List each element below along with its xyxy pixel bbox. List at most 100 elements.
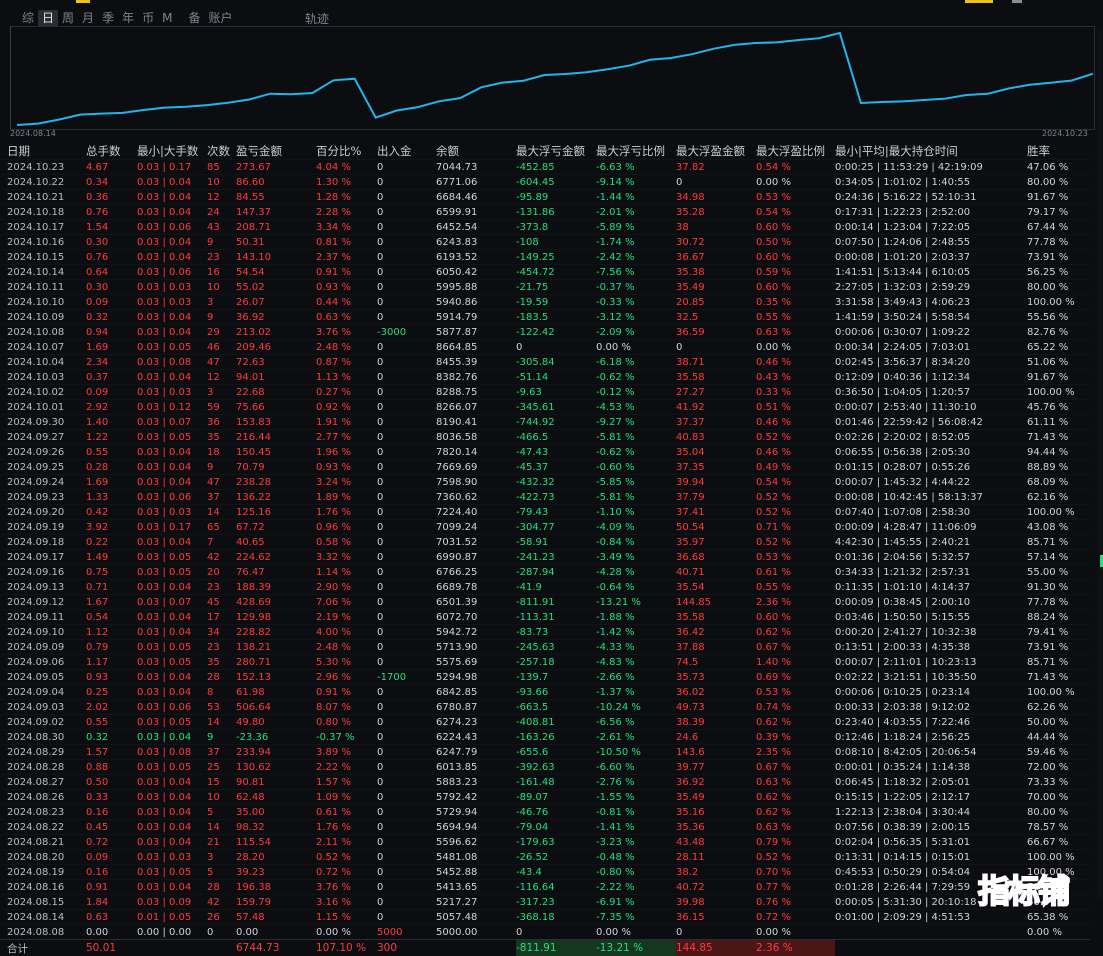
col-header-8[interactable]: 最大浮亏金额 — [516, 143, 596, 160]
cell-col-5: 2.48 % — [316, 340, 377, 355]
tab-8[interactable]: 备 — [184, 10, 204, 26]
tab-3[interactable]: 月 — [78, 10, 98, 26]
cell-col-11: 0.62 % — [756, 805, 835, 820]
cell-col-5: 0.93 % — [316, 280, 377, 295]
tab-track[interactable]: 轨迹 — [305, 10, 329, 27]
tab-1[interactable]: 日 — [38, 10, 58, 26]
col-header-5[interactable]: 百分比% — [316, 143, 377, 160]
col-header-0[interactable]: 日期 — [0, 143, 86, 160]
cell-col-12: 0:36:50 | 1:04:05 | 1:20:57 — [835, 385, 1027, 400]
tab-9[interactable]: 账户 — [204, 10, 236, 26]
cell-col-13: 47.06 % — [1027, 160, 1090, 175]
col-header-1[interactable]: 总手数 — [86, 143, 137, 160]
cell-col-1: 1.17 — [86, 655, 137, 670]
cell-col-7: 7224.40 — [436, 505, 516, 520]
col-header-4[interactable]: 盈亏金额 — [236, 143, 316, 160]
cell-col-13: 43.08 % — [1027, 520, 1090, 535]
col-header-11[interactable]: 最大浮盈比例 — [756, 143, 835, 160]
cell-col-10: 28.11 — [676, 850, 756, 865]
cell-col-7: 6452.54 — [436, 220, 516, 235]
col-header-12[interactable]: 最小|平均|最大持仓时间 — [835, 143, 1027, 160]
cell-col-11: 0.46 % — [756, 355, 835, 370]
cell-col-9: -0.12 % — [596, 385, 676, 400]
col-header-13[interactable]: 胜率 — [1027, 143, 1090, 160]
tab-6[interactable]: 币 — [138, 10, 158, 26]
col-header-2[interactable]: 最小|大手数 — [137, 143, 207, 160]
col-header-6[interactable]: 出入金 — [377, 143, 436, 160]
tab-5[interactable]: 年 — [118, 10, 138, 26]
cell-col-10: 74.5 — [676, 655, 756, 670]
scrollbar[interactable] — [1097, 30, 1103, 900]
col-header-3[interactable]: 次数 — [207, 143, 236, 160]
cell-col-11: 0.63 % — [756, 775, 835, 790]
cell-col-3: 20 — [207, 565, 236, 580]
col-header-7[interactable]: 余额 — [436, 143, 516, 160]
cell-col-5: 0.96 % — [316, 520, 377, 535]
cell-col-10: 36.42 — [676, 625, 756, 640]
col-header-10[interactable]: 最大浮盈金额 — [676, 143, 756, 160]
tab-4[interactable]: 季 — [98, 10, 118, 26]
cell-col-4: 75.66 — [236, 400, 316, 415]
cell-col-5: 1.30 % — [316, 175, 377, 190]
cell-col-4: 72.63 — [236, 355, 316, 370]
col-header-9[interactable]: 最大浮亏比例 — [596, 143, 676, 160]
tab-2[interactable]: 周 — [58, 10, 78, 26]
cell-col-11: 2.36 % — [756, 595, 835, 610]
tab-7[interactable]: M — [158, 10, 176, 26]
tab-0[interactable]: 综 — [18, 10, 38, 26]
